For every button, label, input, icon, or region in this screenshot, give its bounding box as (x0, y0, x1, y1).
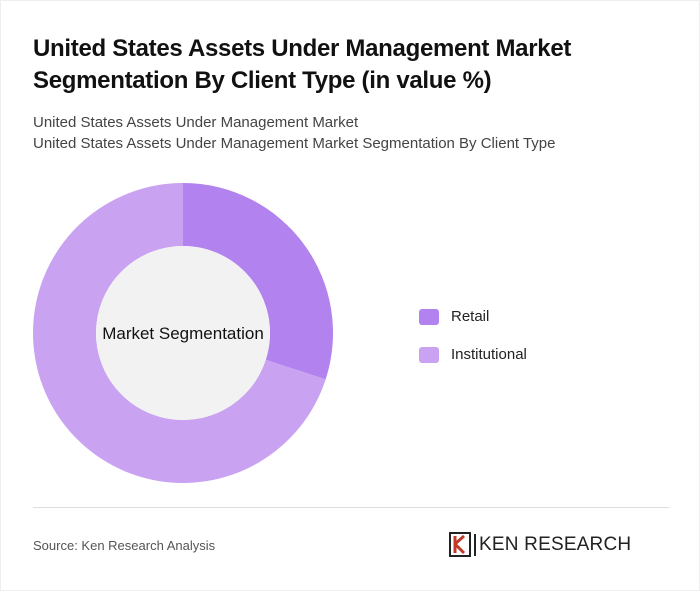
legend-label: Retail (451, 308, 489, 325)
logo: KEN RESEARCH (449, 532, 671, 558)
subtitle: United States Assets Under Management Ma… (33, 114, 359, 131)
logo-text: KEN RESEARCH (479, 534, 632, 555)
divider (33, 507, 669, 508)
slice (33, 183, 326, 484)
slice (183, 183, 333, 380)
legend-swatch (419, 309, 439, 325)
center-label: Market Segmentation (102, 324, 264, 343)
source: Source: Ken Research Analysis (33, 538, 216, 553)
chart-title: United States Assets Under Management Ma… (33, 35, 572, 94)
donut-hole (96, 246, 270, 420)
subtitle: United States Assets Under Management Ma… (33, 135, 556, 152)
chart: Market Segmentation Retail Institutional (33, 183, 527, 484)
legend-label: Institutional (451, 346, 527, 363)
logo-icon (449, 532, 471, 557)
logo-separator (474, 534, 476, 556)
legend-swatch (419, 347, 439, 363)
